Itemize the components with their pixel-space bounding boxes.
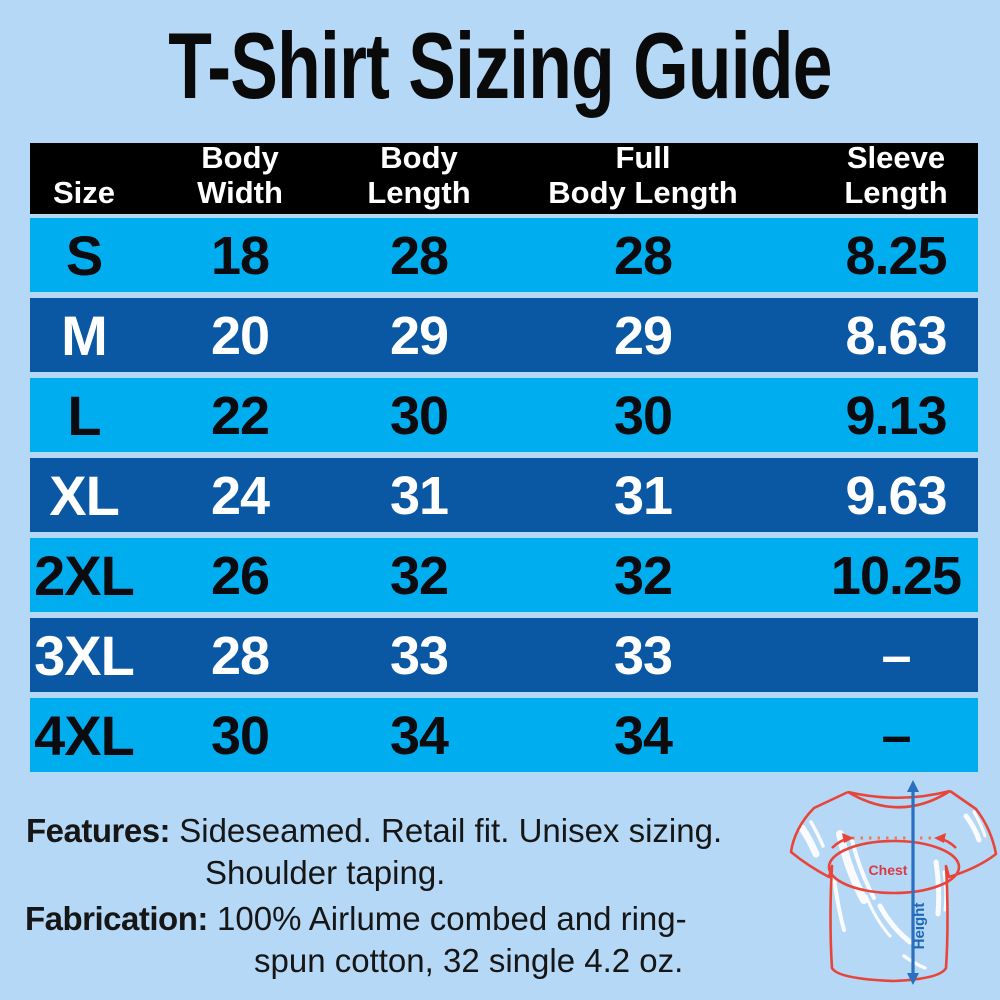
column-header-body_width: Body Width	[197, 140, 283, 210]
cell-m-body_length: 29	[389, 306, 449, 366]
cell-s-sleeve_length: 8.25	[845, 226, 947, 286]
cell-4xl-sleeve_length: –	[881, 706, 911, 766]
cell-xl-sleeve_length: 9.63	[845, 466, 947, 526]
cell-l-sleeve_length: 9.13	[845, 386, 947, 446]
cell-m-sleeve_length: 8.63	[845, 306, 947, 366]
cell-3xl-body_length: 33	[389, 626, 449, 686]
collar-back	[847, 789, 951, 800]
cell-2xl-size: 2XL	[34, 544, 135, 607]
cell-3xl-body_width: 28	[210, 626, 270, 686]
column-header-sleeve_length: Sleeve Length	[844, 140, 948, 210]
cell-4xl-body_length: 34	[389, 706, 449, 766]
sizing-table: Size Body Width Body Length Full Body Lengt…	[30, 140, 978, 772]
cell-l-body_length: 30	[389, 386, 449, 446]
cell-2xl-body_width: 26	[210, 546, 270, 606]
cell-l-size: L	[67, 384, 101, 447]
features-line1: Features: Sideseamed. Retail fit. Unisex…	[26, 810, 722, 852]
table-row-2xl: 2XL 26 32 32 10.25	[30, 538, 978, 612]
chest-ellipse	[827, 839, 961, 895]
cell-3xl-full_body_length: 33	[613, 626, 673, 686]
cell-2xl-sleeve_length: 10.25	[830, 546, 962, 606]
cell-l-full_body_length: 30	[613, 386, 673, 446]
chest-label: Chest	[869, 862, 908, 878]
fabrication-line1: Fabrication: 100% Airlume combed and rin…	[25, 898, 687, 940]
tshirt-body	[789, 789, 998, 983]
cell-s-full_body_length: 28	[613, 226, 673, 286]
cell-m-body_width: 20	[210, 306, 270, 366]
height-arrow	[907, 780, 919, 985]
cell-xl-full_body_length: 31	[613, 466, 673, 526]
features-block: Features: Sideseamed. Retail fit. Unisex…	[26, 810, 722, 894]
cell-2xl-body_length: 32	[389, 546, 449, 606]
table-row-m: M 20 29 29 8.63	[30, 298, 978, 372]
table-row-4xl: 4XL 30 34 34 –	[30, 698, 978, 772]
table-row-3xl: 3XL 28 33 33 –	[30, 618, 978, 692]
features-text: Sideseamed. Retail fit. Unisex sizing.	[179, 812, 723, 849]
cell-3xl-sleeve_length: –	[881, 626, 911, 686]
table-row-l: L 22 30 30 9.13	[30, 378, 978, 452]
fabrication-text: 100% Airlume combed and ring-	[217, 900, 687, 937]
tshirt-diagram-svg: Chest Height	[789, 780, 998, 985]
features-line2: Shoulder taping.	[205, 854, 446, 891]
column-header-full_body_length: Full Body Length	[548, 140, 738, 210]
cell-xl-body_width: 24	[210, 466, 270, 526]
highlight-streaks	[798, 810, 987, 970]
chest-arrows	[831, 833, 957, 849]
cell-xl-body_length: 31	[389, 466, 449, 526]
height-label: Height	[911, 903, 928, 950]
cell-s-body_width: 18	[210, 226, 270, 286]
cell-l-body_width: 22	[210, 386, 270, 446]
tshirt-measurement-diagram: Chest Height	[788, 778, 1000, 992]
cell-m-size: M	[61, 304, 108, 367]
fabrication-block: Fabrication: 100% Airlume combed and rin…	[25, 898, 687, 982]
cell-4xl-body_width: 30	[210, 706, 270, 766]
tshirt-outline	[789, 789, 998, 983]
fabrication-line2: spun cotton, 32 single 4.2 oz.	[254, 942, 684, 979]
column-header-body_length: Body Length	[367, 140, 471, 210]
table-row-xl: XL 24 31 31 9.63	[30, 458, 978, 532]
table-header-row: Size Body Width Body Length Full Body Lengt…	[30, 140, 978, 214]
cell-4xl-size: 4XL	[34, 704, 135, 767]
cell-s-body_length: 28	[389, 226, 449, 286]
cell-3xl-size: 3XL	[34, 624, 135, 687]
cell-s-size: S	[65, 224, 103, 287]
cell-4xl-full_body_length: 34	[613, 706, 673, 766]
collar-front	[847, 789, 951, 809]
features-label: Features:	[26, 812, 171, 849]
table-row-s: S 18 28 28 8.25	[30, 218, 978, 292]
cell-2xl-full_body_length: 32	[613, 546, 673, 606]
cell-xl-size: XL	[49, 464, 120, 527]
fabrication-label: Fabrication:	[25, 900, 208, 937]
page-title: T-Shirt Sizing Guide	[168, 13, 832, 118]
column-header-size: Size	[52, 175, 116, 210]
cell-m-full_body_length: 29	[613, 306, 673, 366]
